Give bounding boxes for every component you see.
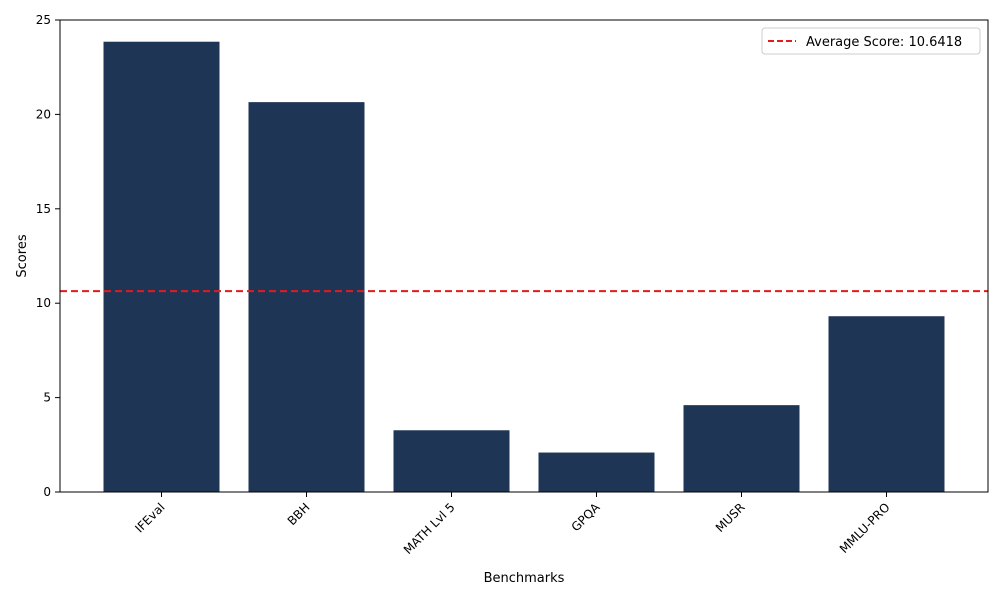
bar-mmlu-pro: [828, 316, 945, 492]
x-axis-label: Benchmarks: [484, 571, 565, 586]
bar-math-lvl-5: [393, 430, 510, 492]
y-tick-label: 15: [36, 202, 51, 216]
x-ticks-layer: IFEval BBH MATH Lvl 5 GPQA MUSR MMLU-PRO: [132, 492, 893, 557]
y-tick-label: 25: [36, 13, 51, 27]
bars-layer: [103, 41, 945, 493]
legend-box: [761, 27, 981, 55]
x-tick-label: BBH: [285, 500, 313, 528]
x-tick-label: IFEval: [132, 500, 167, 535]
legend-entry: Average Score: 10.6418: [806, 35, 962, 50]
legend: Average Score: 10.6418: [761, 27, 981, 55]
x-tick-label: MMLU-PRO: [837, 500, 893, 556]
axes-layer: [59, 19, 989, 493]
bar-ifeval: [103, 41, 220, 492]
plot-frame: [59, 19, 989, 493]
y-ticks-layer: 0 5 10 15 20 25: [36, 13, 60, 499]
y-tick-label: 10: [36, 296, 51, 310]
x-tick-label: MATH Lvl 5: [401, 500, 458, 557]
x-tick-label: GPQA: [569, 500, 604, 535]
x-tick-label: MUSR: [713, 500, 748, 535]
bar-bbh: [248, 102, 365, 493]
bar-gpqa: [538, 452, 655, 492]
y-axis-label: Scores: [15, 234, 30, 277]
y-tick-label: 0: [43, 485, 51, 499]
bar-musr: [683, 405, 800, 492]
y-tick-label: 20: [36, 107, 51, 121]
y-tick-label: 5: [43, 391, 51, 405]
